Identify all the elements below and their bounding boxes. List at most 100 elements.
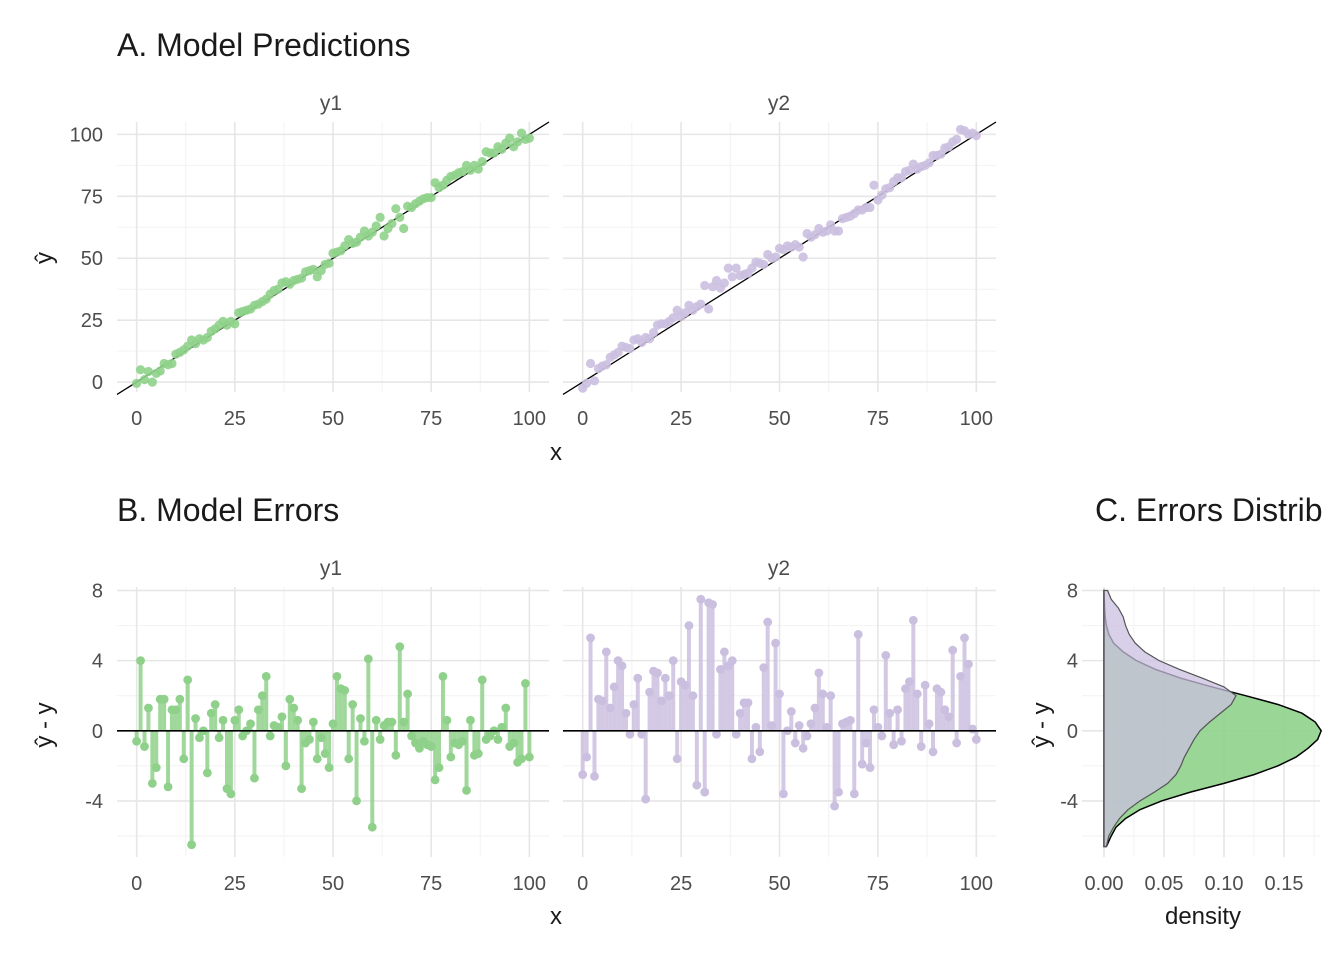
panel-a-y-tick: 75 — [81, 186, 103, 208]
panel-b-y2-point — [940, 705, 950, 715]
panel-a-y1-point — [371, 221, 381, 231]
panel-b-y1-point — [367, 822, 377, 832]
panel-b-y2-point — [657, 696, 666, 706]
panel-b-y1-point — [305, 735, 314, 744]
panel-b-y2-point — [688, 691, 698, 701]
panel-a-y1-point — [167, 358, 177, 369]
panel-b-y1-point — [320, 749, 330, 758]
panel-b-y2-point — [967, 724, 977, 734]
panel-b-y2-point — [869, 705, 879, 715]
panel-b-y2-point — [625, 729, 635, 739]
panel-a-y2-x-tick: 50 — [768, 408, 790, 430]
panel-b-y2-point — [692, 780, 702, 790]
panel-b-y2-x-tick: 25 — [670, 873, 692, 895]
panel-a-y2-point — [625, 344, 635, 354]
panel-b-y1-point — [257, 691, 267, 701]
panel-b-y-tick: 0 — [92, 721, 103, 743]
panel-b-y2-point — [637, 729, 647, 739]
panel-b-y2-point — [653, 668, 662, 678]
panel-a-y1-point — [139, 375, 150, 385]
panel-a-y1-point — [143, 366, 154, 377]
panel-b-y2-point — [767, 721, 777, 730]
panel-b-y1-point — [179, 754, 189, 764]
panel-b-y2-point — [794, 721, 804, 730]
panel-a-y1-point — [524, 133, 534, 143]
panel-b-y2-point — [912, 689, 922, 699]
panel-b-y1-point — [340, 686, 350, 695]
panel-b-y1-point — [226, 789, 236, 799]
panel-a-y2-point — [711, 275, 722, 286]
panel-b-x-axis-title: x — [550, 903, 562, 930]
panel-a-y1-x-tick: 75 — [420, 408, 442, 430]
panel-b-y2-point — [857, 759, 867, 769]
panel-a-y2-point — [723, 263, 733, 273]
panel-b-y1-point — [202, 768, 212, 778]
panel-b-y2-point — [849, 789, 859, 799]
panel-b-y2-point — [700, 787, 710, 797]
panel-b-y1-point — [363, 654, 373, 664]
panel-c-title: C. Errors Distrib — [1095, 492, 1323, 528]
panel-b-y1-point — [183, 675, 193, 685]
panel-b-y2-x-tick: 75 — [867, 873, 889, 895]
panel-b-y1-point — [356, 714, 365, 723]
panel-b-y1-point — [501, 703, 511, 713]
panel-b-y1-point — [312, 754, 322, 764]
panel-c-x-tick: 0.15 — [1265, 873, 1304, 895]
panel-a-y2-point — [601, 360, 611, 370]
panel-b-y1-point — [458, 736, 467, 746]
panel-a-y2-point — [704, 304, 714, 314]
panel-b-y1-point — [517, 754, 526, 764]
panel-b-y2-point — [712, 729, 721, 739]
panel-b-y2-point — [751, 722, 761, 732]
panel-b-y1-point — [473, 749, 483, 758]
panel-b-y1-point — [218, 715, 228, 725]
panel-c-x-axis-title: density — [1165, 903, 1241, 930]
panel-b-y2-point — [672, 754, 682, 764]
panel-b-y1-point — [136, 656, 145, 666]
panel-b-y1-point — [477, 675, 487, 685]
panel-b-y2-point — [822, 722, 832, 732]
panel-b-y1-point — [524, 752, 534, 762]
panel-b-y1-point — [206, 708, 216, 718]
panel-b-y1-point — [297, 784, 306, 794]
panel-a-y2-x-tick: 0 — [577, 408, 588, 430]
panel-a-y2-x-tick: 75 — [867, 408, 889, 430]
panel-b-y2-point — [908, 615, 918, 625]
panel-b-y1-point — [316, 733, 326, 743]
panel-b-y1-point — [426, 742, 436, 751]
panel-a-y1-point — [132, 378, 142, 388]
panel-a-y2-point — [971, 131, 981, 141]
panel-b-y2-point — [582, 752, 592, 762]
panel-b-y2-point — [763, 617, 773, 627]
panel-b-y1-point — [281, 761, 291, 771]
panel-c-x-tick: 0.05 — [1145, 873, 1184, 895]
panel-b-y2-point — [893, 705, 902, 715]
panel-b-y2-point — [971, 735, 981, 744]
panel-b-y2-point — [578, 770, 588, 779]
plot-layers: 0 25 50 75 100 0 25 50 75 100 0 25 50 75 100 0 25 50 75 100… — [70, 121, 1323, 895]
panel-b-y2-point — [960, 633, 969, 643]
panel-b-y1-point — [387, 717, 397, 727]
panel-b-y1-point — [407, 731, 416, 741]
panel-b-y2-point — [810, 703, 820, 713]
panel-b-y2-point — [877, 731, 887, 741]
panel-b-y2-point — [759, 663, 769, 673]
panel-b-y2-point — [601, 647, 611, 657]
panel-b-y1-point — [521, 679, 530, 688]
panel-b-y1-point — [187, 840, 197, 850]
panel-b-y1-point — [246, 719, 255, 729]
panel-b-y2-point — [956, 672, 965, 681]
panel-b-y1-point — [348, 700, 358, 709]
panel-b-y2-point — [830, 801, 840, 811]
panel-b-y1-point — [277, 712, 287, 722]
panel-b-y2-point — [826, 691, 836, 701]
panel-c-x-tick: 0.10 — [1205, 873, 1244, 895]
panel-a-y2-point — [924, 158, 934, 168]
panel-b-y2-point — [586, 633, 595, 643]
panel-a-y2-point — [731, 263, 741, 273]
panel-a-y1-point — [391, 204, 401, 214]
panel-a-title: A. Model Predictions — [117, 27, 410, 63]
panel-b-y2-point — [865, 763, 875, 772]
panel-a-y1-point — [379, 231, 389, 241]
panel-a-y2-point — [794, 242, 804, 252]
